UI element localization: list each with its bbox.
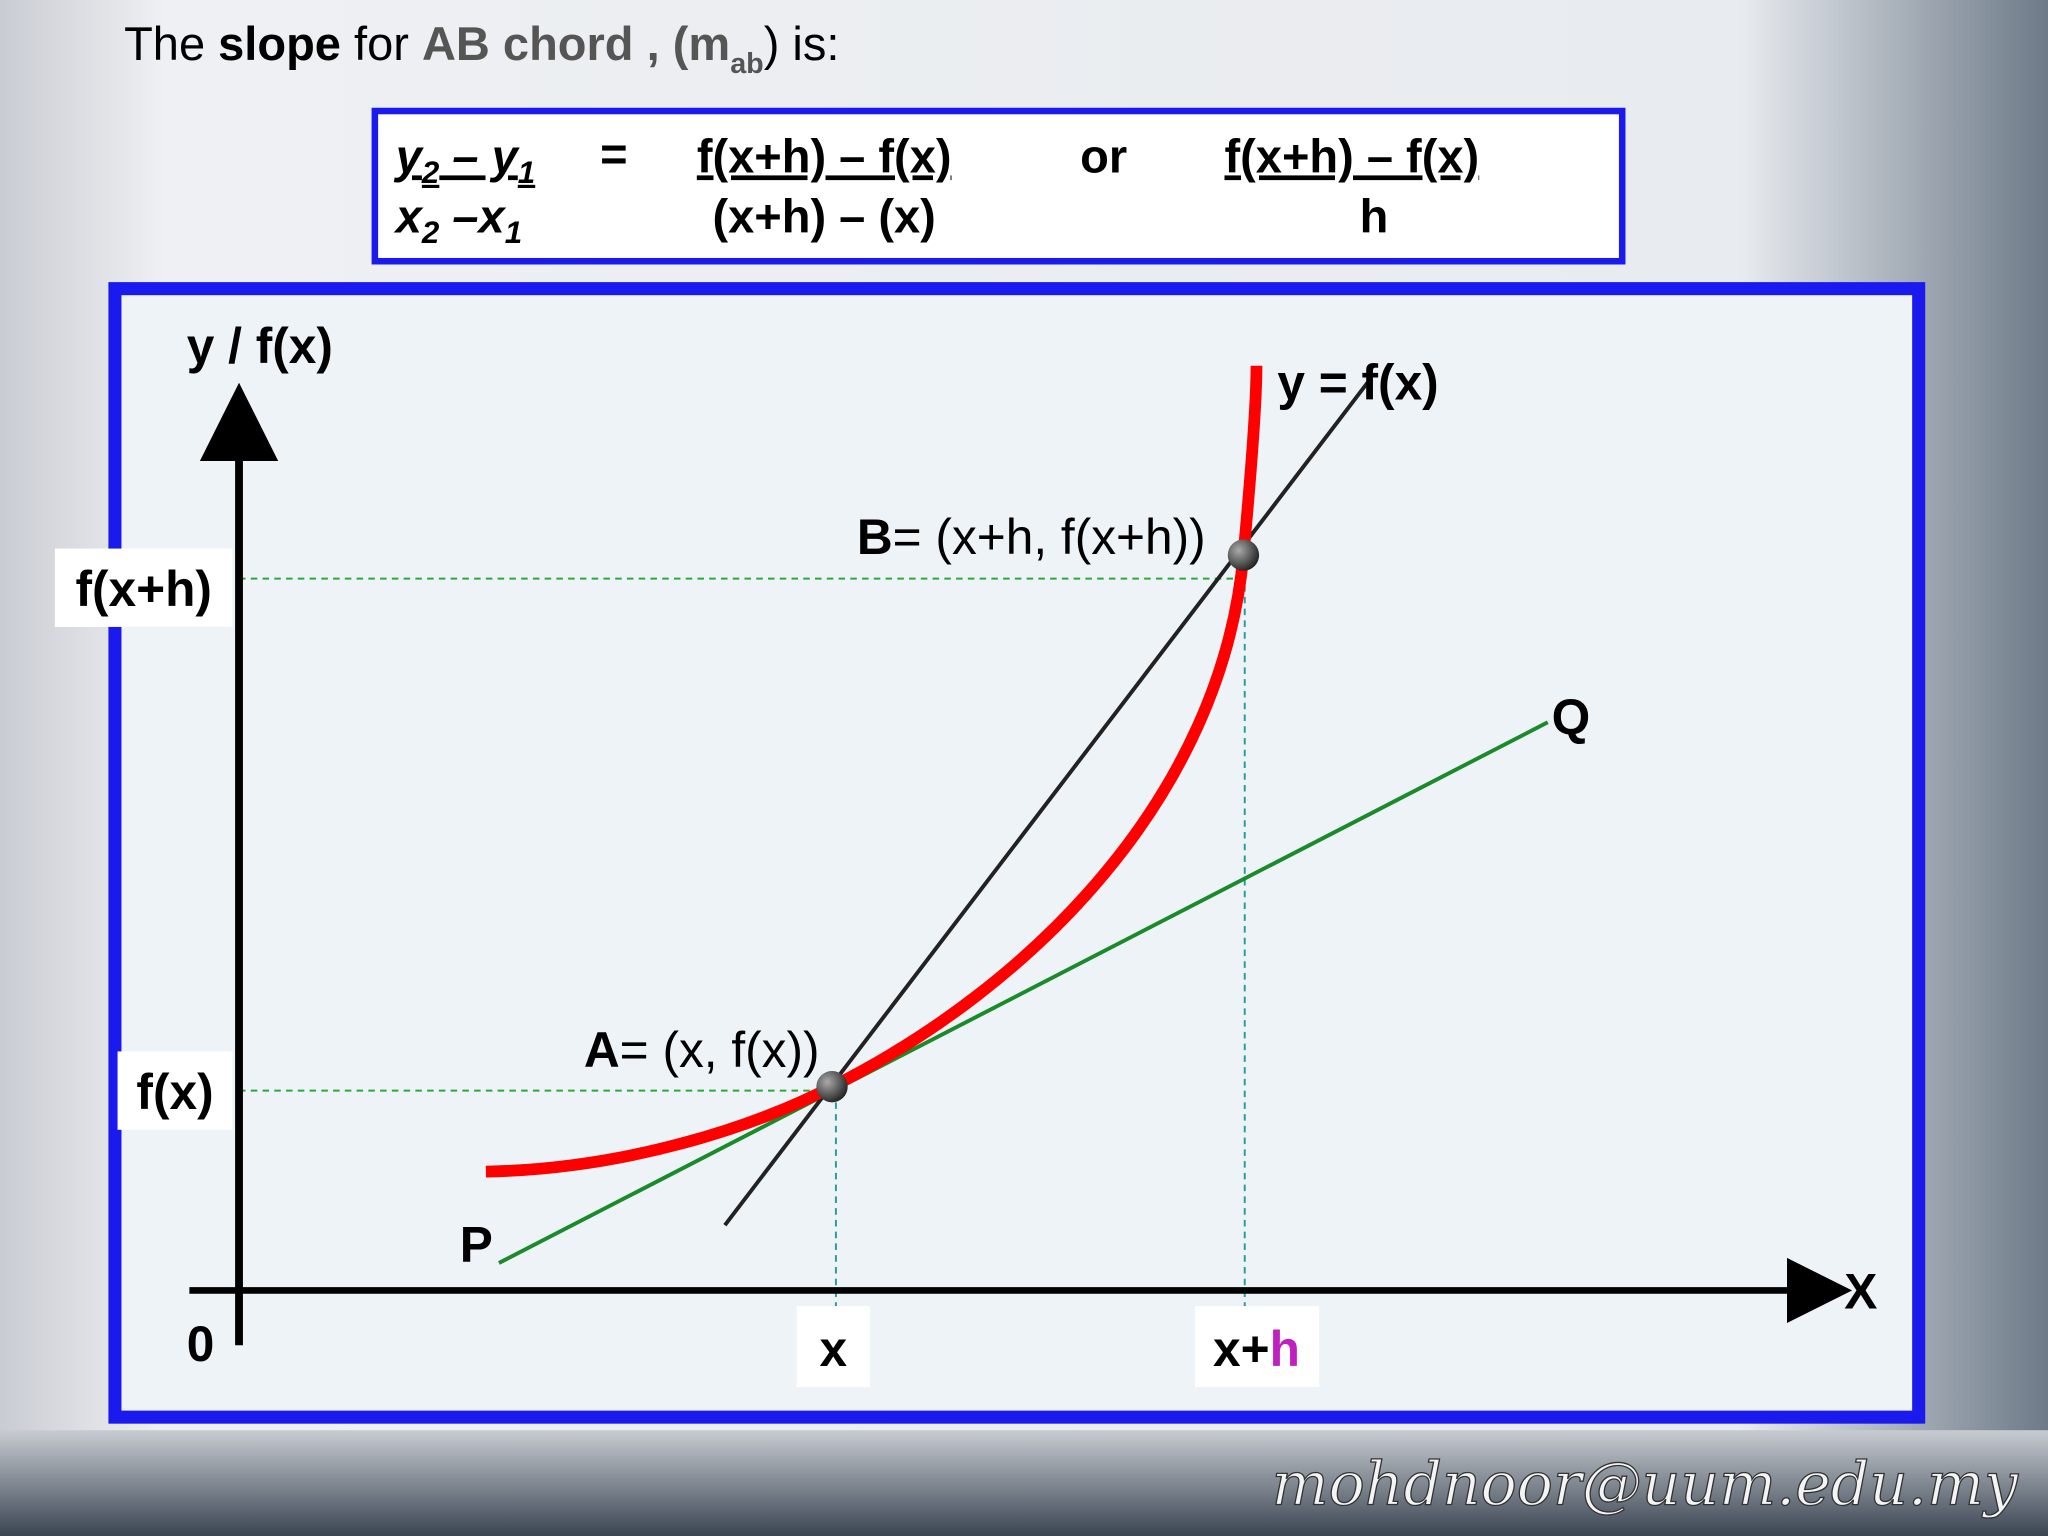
point-a-label: A= (x, f(x)) bbox=[584, 1022, 820, 1078]
point-b-name: B bbox=[857, 509, 893, 565]
formula-right-numerator: f(x+h) – f(x) bbox=[1224, 129, 1479, 182]
point-b-label: B= (x+h, f(x+h)) bbox=[857, 509, 1206, 565]
tangent-end-label: Q bbox=[1552, 689, 1591, 745]
formula-part: y bbox=[394, 129, 425, 182]
label-box bbox=[796, 1306, 870, 1388]
x-mark-part: h bbox=[1270, 1321, 1300, 1377]
formula-part: – y bbox=[439, 129, 520, 182]
formula-part: x bbox=[393, 189, 424, 242]
label-box bbox=[117, 1051, 233, 1130]
y-axis-label: y / f(x) bbox=[187, 318, 333, 374]
formula-box bbox=[371, 107, 1626, 265]
header-text: , (m bbox=[634, 17, 731, 70]
label-box bbox=[54, 548, 233, 627]
point-a-name: A bbox=[584, 1022, 620, 1078]
header-text: for bbox=[341, 17, 422, 70]
point-a-coords: = (x, f(x)) bbox=[620, 1022, 820, 1078]
header-subscript: ab bbox=[730, 48, 764, 80]
footer-email: mohdnoor@uum.edu.my bbox=[1272, 1450, 2019, 1520]
formula-or: or bbox=[1080, 129, 1127, 182]
guide-lines bbox=[239, 561, 1246, 1307]
curve-label: y = f(x) bbox=[1277, 355, 1438, 411]
formula-left-denominator: x2 –x1 bbox=[393, 189, 522, 249]
header-text: AB chord bbox=[422, 17, 634, 70]
formula-left-numerator: y2 – y1 bbox=[394, 129, 535, 189]
y-mark-label: f(x) bbox=[136, 1064, 213, 1120]
formula-part: 1 bbox=[518, 155, 535, 190]
formula-part: 1 bbox=[505, 215, 522, 250]
formula: y2 – y1 x2 –x1 = f(x+h) – f(x) (x+h) – (… bbox=[393, 127, 1479, 250]
tangent-start-label: P bbox=[460, 1217, 493, 1273]
formula-middle-numerator: f(x+h) – f(x) bbox=[697, 129, 952, 182]
footer-band bbox=[0, 1430, 2048, 1536]
header: The slope for AB chord , (mab) is: bbox=[124, 17, 839, 80]
point-a bbox=[816, 1071, 848, 1103]
curve bbox=[485, 365, 1263, 1178]
formula-part: 2 bbox=[421, 215, 440, 250]
tangent-line bbox=[498, 720, 1549, 1265]
formula-right-denominator: h bbox=[1360, 189, 1389, 242]
x-mark-label: x bbox=[820, 1321, 848, 1377]
point-b bbox=[1227, 539, 1260, 571]
formula-middle-denominator: (x+h) – (x) bbox=[712, 189, 935, 242]
x-mark-label: x+h bbox=[1213, 1321, 1300, 1377]
origin-label: 0 bbox=[187, 1316, 215, 1372]
graph-box bbox=[108, 282, 1926, 1424]
header-text: ) is: bbox=[764, 17, 840, 70]
formula-part: –x bbox=[439, 189, 506, 242]
label-box bbox=[1195, 1306, 1320, 1388]
formula-part: 2 bbox=[421, 155, 440, 190]
graph-labels: y / f(x) X 0 y = f(x) B= (x+h, f(x+h)) A… bbox=[54, 318, 1877, 1388]
header-text: The bbox=[124, 17, 218, 70]
header-text: slope bbox=[218, 17, 341, 70]
y-mark-label: f(x+h) bbox=[75, 561, 211, 617]
x-mark-part: x+ bbox=[1213, 1321, 1270, 1377]
point-b-coords: = (x+h, f(x+h)) bbox=[893, 509, 1206, 565]
x-axis-label: X bbox=[1844, 1264, 1877, 1320]
formula-equals: = bbox=[600, 127, 627, 180]
